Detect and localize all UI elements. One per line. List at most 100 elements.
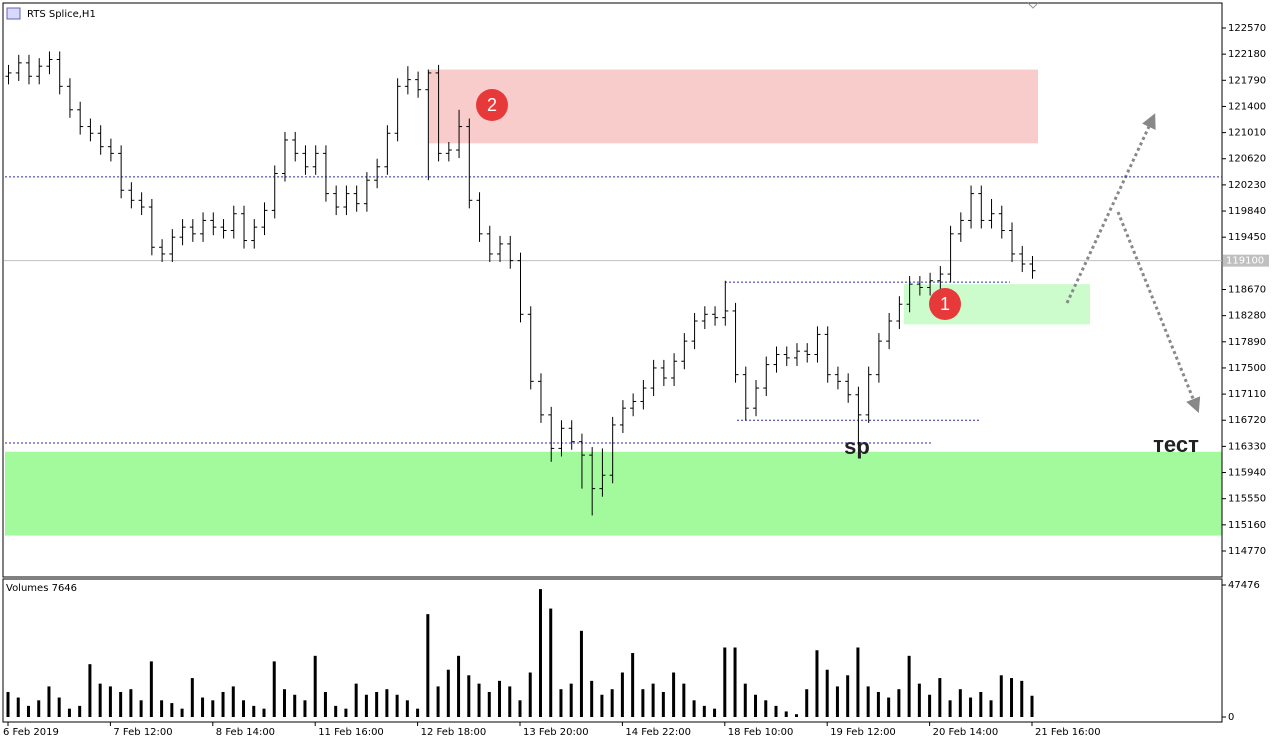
volume-bar bbox=[969, 697, 973, 717]
y-tick-label: 117890 bbox=[1228, 337, 1266, 348]
marker-label: 2 bbox=[487, 95, 497, 115]
y-tick-label: 114770 bbox=[1228, 546, 1266, 557]
volume-pane bbox=[2, 578, 1223, 723]
y-tick-label: 120230 bbox=[1228, 180, 1266, 191]
volume-bar bbox=[467, 675, 471, 717]
volume-bar bbox=[108, 686, 112, 717]
y-tick-label: 122570 bbox=[1228, 23, 1266, 34]
volume-bar bbox=[457, 655, 461, 717]
x-tick-label: 6 Feb 2019 bbox=[3, 727, 59, 738]
volume-bar bbox=[661, 691, 665, 717]
volume-bar bbox=[590, 680, 594, 717]
volume-bar bbox=[211, 700, 215, 717]
volume-bar bbox=[149, 661, 153, 717]
volume-bar bbox=[641, 689, 645, 717]
y-tick-label: 121790 bbox=[1228, 75, 1266, 86]
volume-bar bbox=[610, 689, 614, 717]
marker-circle bbox=[929, 288, 961, 320]
zone bbox=[428, 69, 1038, 144]
volume-bar bbox=[579, 630, 583, 717]
volume-bar bbox=[754, 694, 758, 717]
annotation: тест bbox=[1153, 432, 1199, 457]
volume-bar bbox=[375, 691, 379, 717]
price-pane bbox=[2, 2, 1223, 578]
volume-bar bbox=[119, 691, 123, 717]
volume-bar bbox=[702, 705, 706, 717]
volume-bar bbox=[897, 689, 901, 717]
volume-bar bbox=[282, 689, 286, 717]
volume-bar bbox=[672, 672, 676, 717]
chart-title: RTS Splice,H1 bbox=[27, 9, 96, 20]
volume-bar bbox=[303, 700, 307, 717]
volume-tick-label: 47476 bbox=[1228, 580, 1260, 591]
marker-label: 1 bbox=[940, 294, 950, 314]
volume-bar bbox=[354, 683, 358, 717]
volume-bar bbox=[620, 672, 624, 717]
shift-marker bbox=[1027, 2, 1039, 9]
volume-bar bbox=[713, 708, 717, 717]
volume-bar bbox=[221, 691, 225, 717]
volume-bar bbox=[231, 686, 235, 717]
volume-bar bbox=[805, 689, 809, 717]
y-tick-label: 118280 bbox=[1228, 311, 1266, 322]
volume-bar bbox=[385, 689, 389, 717]
x-tick-label: 19 Feb 12:00 bbox=[830, 727, 896, 738]
volume-bar bbox=[794, 714, 798, 717]
y-tick-label: 121400 bbox=[1228, 101, 1266, 112]
last-price-label: 119100 bbox=[1226, 256, 1264, 267]
volume-bar bbox=[723, 647, 727, 717]
volume-bar bbox=[876, 691, 880, 717]
volume-bar bbox=[866, 686, 870, 717]
last-price-box bbox=[1223, 254, 1269, 267]
volume-bar bbox=[559, 689, 563, 717]
volume-bar bbox=[190, 678, 194, 717]
y-tick-label: 119450 bbox=[1228, 232, 1266, 243]
volume-bar bbox=[334, 705, 338, 717]
volume-bar bbox=[508, 686, 512, 717]
volume-bar bbox=[242, 700, 246, 717]
volume-bar bbox=[743, 683, 747, 717]
volume-bar bbox=[262, 708, 266, 717]
volume-bar bbox=[815, 650, 819, 717]
volume-bar bbox=[600, 694, 604, 717]
volume-bar bbox=[917, 683, 921, 717]
volume-bar bbox=[692, 700, 696, 717]
volume-bar bbox=[88, 664, 92, 717]
x-tick-label: 7 Feb 12:00 bbox=[113, 727, 172, 738]
volume-bar bbox=[928, 694, 932, 717]
volume-bar bbox=[313, 655, 317, 717]
x-tick-label: 18 Feb 10:00 bbox=[728, 727, 794, 738]
marker-circle bbox=[476, 89, 508, 121]
volume-bar bbox=[989, 700, 993, 717]
y-tick-label: 117110 bbox=[1228, 389, 1266, 400]
annotation: sp bbox=[844, 434, 870, 459]
volume-bar bbox=[764, 700, 768, 717]
volume-bar bbox=[201, 697, 205, 717]
volume-bar bbox=[405, 700, 409, 717]
volume-bar bbox=[1030, 695, 1034, 717]
volume-bar bbox=[825, 669, 829, 717]
volume-bar bbox=[538, 589, 542, 717]
volume-bar bbox=[948, 700, 952, 717]
zone bbox=[5, 451, 1222, 536]
y-tick-label: 122180 bbox=[1228, 49, 1266, 60]
volume-bar bbox=[958, 689, 962, 717]
x-tick-label: 8 Feb 14:00 bbox=[216, 727, 275, 738]
y-tick-label: 115550 bbox=[1228, 494, 1266, 505]
volume-bar bbox=[999, 675, 1003, 717]
volume-bar bbox=[631, 653, 635, 717]
x-tick-label: 12 Feb 18:00 bbox=[421, 727, 487, 738]
volume-bar bbox=[938, 678, 942, 717]
x-tick-label: 14 Feb 22:00 bbox=[625, 727, 691, 738]
volume-bar bbox=[436, 686, 440, 717]
volume-bar bbox=[98, 683, 102, 717]
volume-tick-label: 0 bbox=[1228, 712, 1234, 723]
arrow-up bbox=[1065, 113, 1156, 304]
arrow-down bbox=[1116, 211, 1201, 413]
volume-bar bbox=[887, 697, 891, 717]
x-tick-label: 20 Feb 14:00 bbox=[933, 727, 999, 738]
y-tick-label: 118670 bbox=[1228, 284, 1266, 295]
volume-bar bbox=[784, 711, 788, 717]
chart-icon bbox=[6, 7, 21, 20]
